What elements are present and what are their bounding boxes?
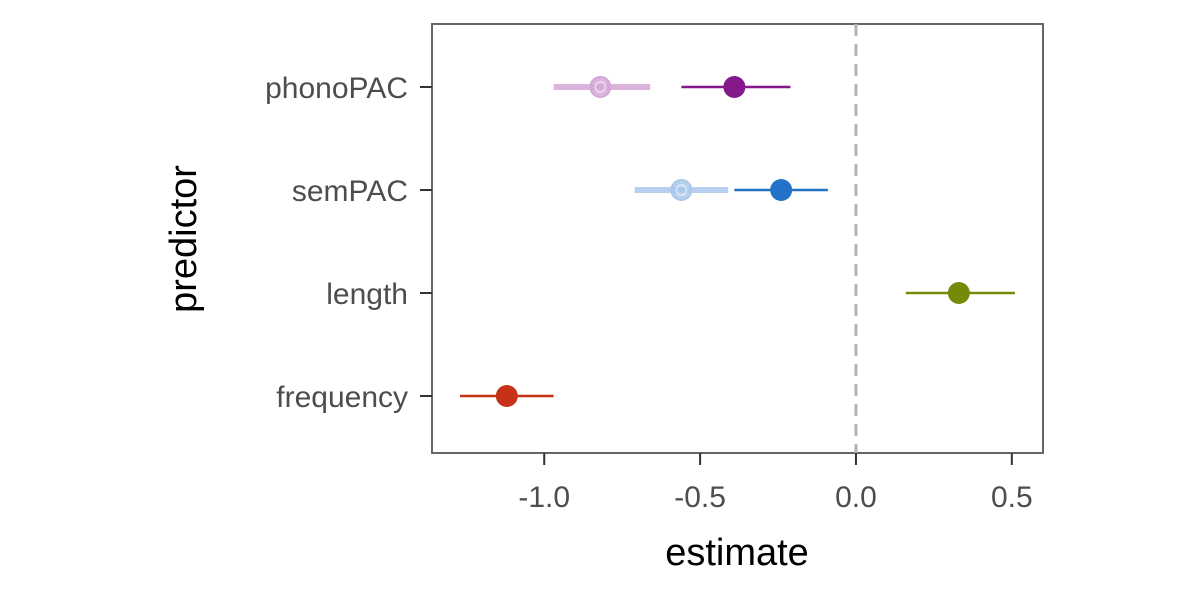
estimate-semPAC [734, 179, 828, 201]
estimate-semPAC-faded [634, 179, 729, 201]
y-axis-title: predictor [163, 165, 205, 313]
estimate-phonoPAC-faded [553, 76, 651, 98]
estimate-point-inner [594, 81, 607, 93]
estimate-phonoPAC [681, 76, 791, 98]
estimate-point [495, 385, 518, 407]
x-tick-label: -0.5 [674, 481, 726, 514]
estimate-frequency [460, 385, 554, 407]
y-tick-label: phonoPAC [265, 72, 408, 105]
estimate-point [723, 76, 746, 98]
estimate-point [670, 179, 693, 201]
y-tick-label: frequency [276, 381, 408, 414]
estimate-point-inner [675, 184, 688, 196]
x-tick-label: 0.0 [835, 481, 877, 514]
y-tick-label: semPAC [292, 175, 408, 208]
x-tick-label: -1.0 [518, 481, 570, 514]
estimate-point [947, 282, 970, 304]
estimate-point [589, 76, 612, 98]
estimate-length [905, 282, 1015, 304]
x-axis-title: estimate [665, 532, 809, 574]
estimate-point [770, 179, 793, 201]
x-tick-label: 0.5 [991, 481, 1033, 514]
y-tick-label: length [326, 278, 408, 311]
